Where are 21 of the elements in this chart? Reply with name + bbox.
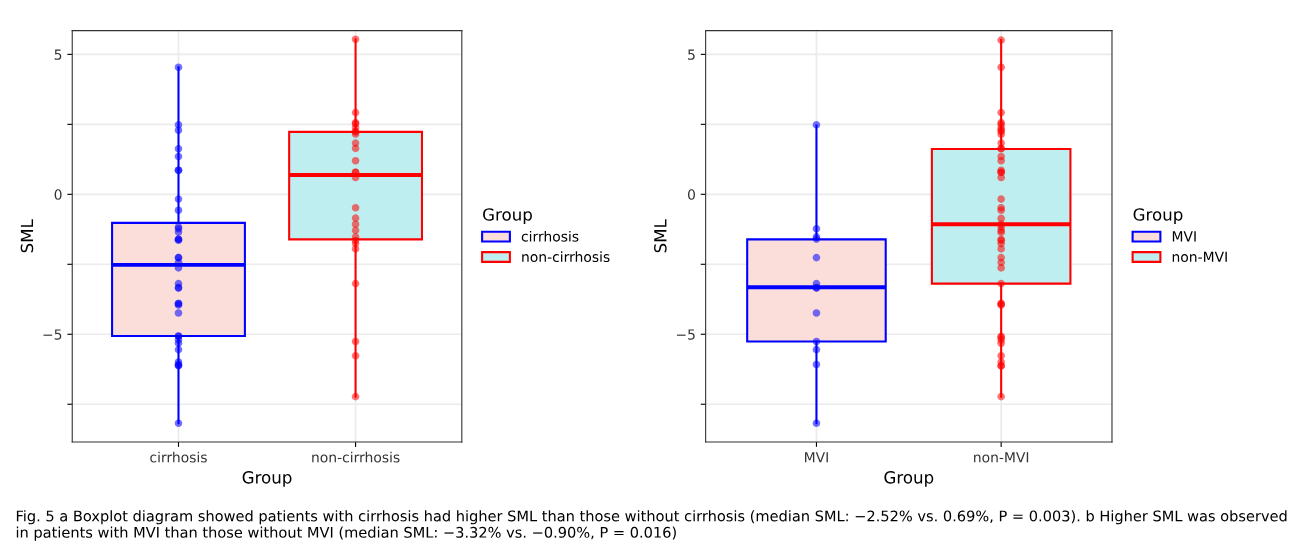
legend-label: cirrhosis — [521, 230, 579, 242]
x-tick-label: non-MVI — [974, 452, 1029, 463]
legend-label: non-cirrhosis — [522, 251, 610, 263]
legend-title: Group — [1133, 208, 1183, 224]
y-tick-label: −5 — [676, 329, 695, 340]
x-tick-label: MVI — [805, 452, 828, 463]
y-tick-label: 0 — [687, 189, 695, 200]
x-axis-title: Group — [884, 471, 934, 487]
legend-label: non-MVI — [1172, 251, 1227, 263]
y-tick-label: 5 — [54, 49, 62, 60]
x-axis-title: Group — [242, 471, 292, 487]
y-tick-label: −5 — [43, 329, 62, 340]
x-tick-label: cirrhosis — [150, 451, 207, 463]
y-tick-label: 0 — [54, 189, 62, 200]
caption: Fig. 5 a Boxplot diagram showed patients with cirrhosis had higher SML than those without cirrhosis (median SML: −2.52% vs. 0.69%, P = 0.003). b Higher SML was observed in patients with MVI than those without MVI (median SML: −3.32% vs. −0.90%, P = 0.016) — [16, 510, 1287, 541]
y-axis-title: SML — [654, 219, 667, 253]
y-axis-title: SML — [20, 219, 34, 253]
y-tick-label: 5 — [688, 49, 695, 60]
legend-label: MVI — [1172, 231, 1196, 242]
legend-title: Group — [483, 208, 532, 224]
x-tick-label: non-cirrhosis — [312, 451, 400, 463]
